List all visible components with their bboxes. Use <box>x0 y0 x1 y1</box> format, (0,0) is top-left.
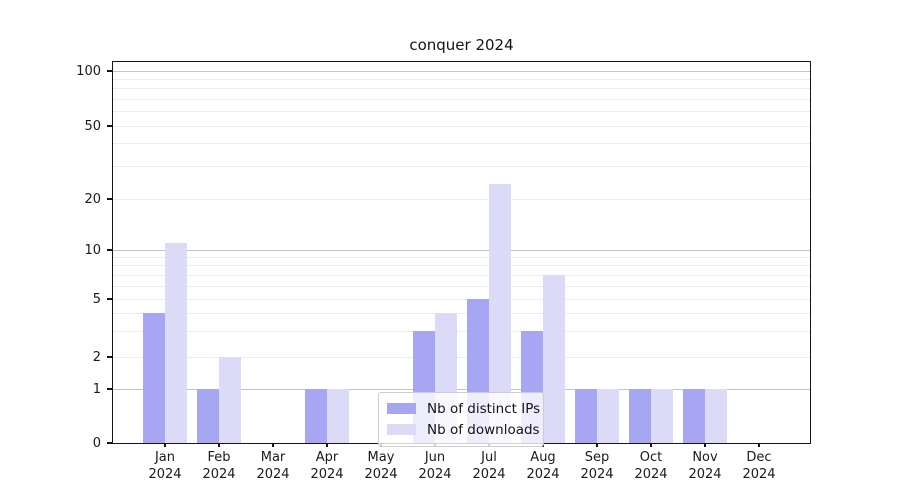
legend-label: Nb of distinct IPs <box>427 400 541 417</box>
y-tick-label-100: 100 <box>76 63 101 79</box>
x-tick-label-jan: Jan 2024 <box>148 450 182 482</box>
gridline-y-60 <box>113 111 810 113</box>
y-tick-label-1: 1 <box>92 381 101 397</box>
legend: Nb of distinct IPs Nb of downloads <box>378 392 544 447</box>
gridline-y-80 <box>113 88 810 90</box>
gridline-y-4 <box>113 312 810 314</box>
legend-row-downloads: Nb of downloads <box>387 419 540 440</box>
gridline-y-9 <box>113 256 810 258</box>
x-tick-label-aug: Aug 2024 <box>526 450 560 482</box>
y-tick-label-10: 10 <box>84 242 101 258</box>
gridline-y-100 <box>113 70 810 72</box>
gridline-y-1 <box>113 388 810 390</box>
grid-layer <box>113 62 810 443</box>
gridline-y-3 <box>113 330 810 332</box>
legend-swatch-icon <box>387 424 416 435</box>
gridline-y-30 <box>113 166 810 168</box>
x-tick-label-mar: Mar 2024 <box>256 450 290 482</box>
x-tick-jan <box>164 443 166 447</box>
gridline-y-20 <box>113 198 810 200</box>
gridline-y-2 <box>113 356 810 358</box>
y-tick-10 <box>107 249 112 251</box>
bar-ips-feb <box>197 389 219 443</box>
x-tick-oct <box>650 443 652 447</box>
bar-downloads-jan <box>165 243 187 443</box>
gridline-y-90 <box>113 78 810 80</box>
x-tick-label-nov: Nov 2024 <box>688 450 722 482</box>
bar-downloads-oct <box>651 389 673 443</box>
chart-title: conquer 2024 <box>409 36 514 54</box>
legend-row-ips: Nb of distinct IPs <box>387 398 540 419</box>
bar-downloads-jul <box>489 184 511 443</box>
plot-area: 0 1 2 5 10 20 50 100 Jan 2024 Feb 2024 Mar 2024 Ap… <box>76 61 811 482</box>
y-tick-label-2: 2 <box>92 349 101 365</box>
x-tick-nov <box>704 443 706 447</box>
gridline-y-7 <box>113 274 810 276</box>
y-tick-100 <box>107 70 112 72</box>
y-tick-label-50: 50 <box>84 118 101 134</box>
bar-layer <box>113 62 810 443</box>
x-tick-dec <box>758 443 760 447</box>
x-tick-label-dec: Dec 2024 <box>742 450 776 482</box>
bar-downloads-aug <box>543 275 565 443</box>
x-tick-label-feb: Feb 2024 <box>202 450 236 482</box>
y-tick-label-5: 5 <box>92 291 101 307</box>
gridline-y-5 <box>113 298 810 300</box>
bar-ips-sep <box>575 389 597 443</box>
gridline-y-8 <box>113 265 810 267</box>
y-tick-20 <box>107 198 112 200</box>
x-tick-label-sep: Sep 2024 <box>580 450 614 482</box>
y-tick-50 <box>107 125 112 127</box>
bar-ips-oct <box>629 389 651 443</box>
bar-ips-apr <box>305 389 327 443</box>
bar-downloads-sep <box>597 389 619 443</box>
gridline-y-70 <box>113 98 810 100</box>
gridline-y-10 <box>113 249 810 251</box>
x-tick-feb <box>218 443 220 447</box>
x-tick-label-oct: Oct 2024 <box>634 450 668 482</box>
x-tick-mar <box>272 443 274 447</box>
y-tick-0 <box>107 442 112 444</box>
y-tick-label-20: 20 <box>84 191 101 207</box>
legend-swatch-icon <box>387 403 416 414</box>
x-tick-label-may: May 2024 <box>364 450 398 482</box>
y-tick-1 <box>107 388 112 390</box>
x-tick-label-jul: Jul 2024 <box>472 450 506 482</box>
gridline-y-40 <box>113 143 810 145</box>
bar-downloads-feb <box>219 357 241 443</box>
x-tick-apr <box>326 443 328 447</box>
gridline-y-6 <box>113 285 810 287</box>
bar-downloads-nov <box>705 389 727 443</box>
bar-ips-nov <box>683 389 705 443</box>
y-tick-5 <box>107 298 112 300</box>
bar-downloads-apr <box>327 389 349 443</box>
legend-label: Nb of downloads <box>427 421 540 438</box>
x-tick-sep <box>596 443 598 447</box>
y-tick-2 <box>107 356 112 358</box>
x-tick-label-apr: Apr 2024 <box>310 450 344 482</box>
x-tick-label-jun: Jun 2024 <box>418 450 452 482</box>
y-tick-label-0: 0 <box>92 435 101 451</box>
bar-ips-jan <box>143 313 165 443</box>
gridline-y-50 <box>113 125 810 127</box>
